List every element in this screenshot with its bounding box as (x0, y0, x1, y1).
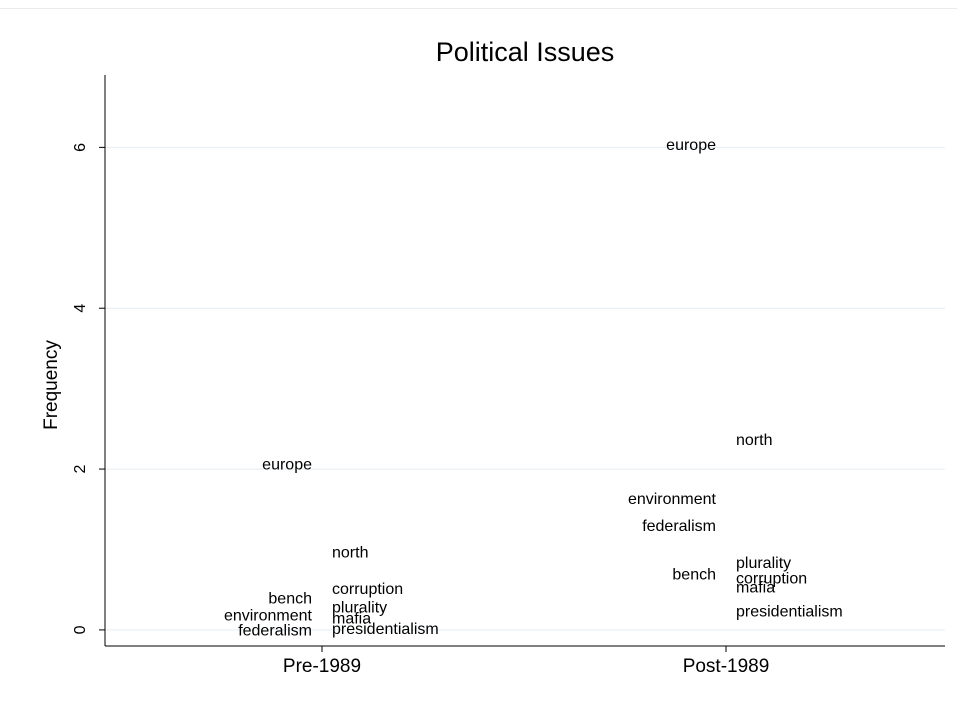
data-point-label: corruption (332, 581, 403, 598)
data-point-label: federalism (238, 623, 312, 640)
data-point-label: north (332, 545, 368, 562)
gridlines (105, 146, 945, 631)
y-tick-label: 4 (72, 304, 89, 313)
data-point-label: north (736, 432, 772, 449)
y-axis-label: Frequency (41, 340, 62, 430)
data-point-label: mafia (332, 611, 371, 628)
data-point-label: corruption (736, 570, 807, 587)
x-tick-label: Post-1989 (683, 656, 770, 677)
data-point-label: plurality (332, 599, 387, 616)
y-ticks: 0 2 4 6 (72, 143, 105, 634)
top-border (0, 8, 957, 9)
data-point-label: europe (666, 137, 716, 154)
data-point-label: mafia (736, 579, 775, 596)
data-point-label: europe (262, 456, 312, 473)
data-point-label: bench (268, 591, 312, 608)
x-ticks: Pre-1989 Post-1989 (283, 646, 769, 677)
axes (104, 75, 945, 647)
x-tick-label: Pre-1989 (283, 656, 361, 677)
data-point-label: presidentialism (736, 603, 843, 620)
data-point-label: environment (224, 607, 313, 624)
data-points: europe north corruption bench plurality envir… (224, 137, 843, 640)
data-point-label: bench (672, 566, 716, 583)
y-tick-label: 6 (72, 143, 89, 152)
chart-title: Political Issues (436, 37, 615, 67)
data-point-label: plurality (736, 555, 791, 572)
data-point-label: environment (628, 491, 717, 508)
y-tick-label: 0 (72, 625, 89, 634)
data-point-label: presidentialism (332, 621, 439, 638)
data-point-label: federalism (642, 518, 716, 535)
y-tick-label: 2 (72, 465, 89, 474)
